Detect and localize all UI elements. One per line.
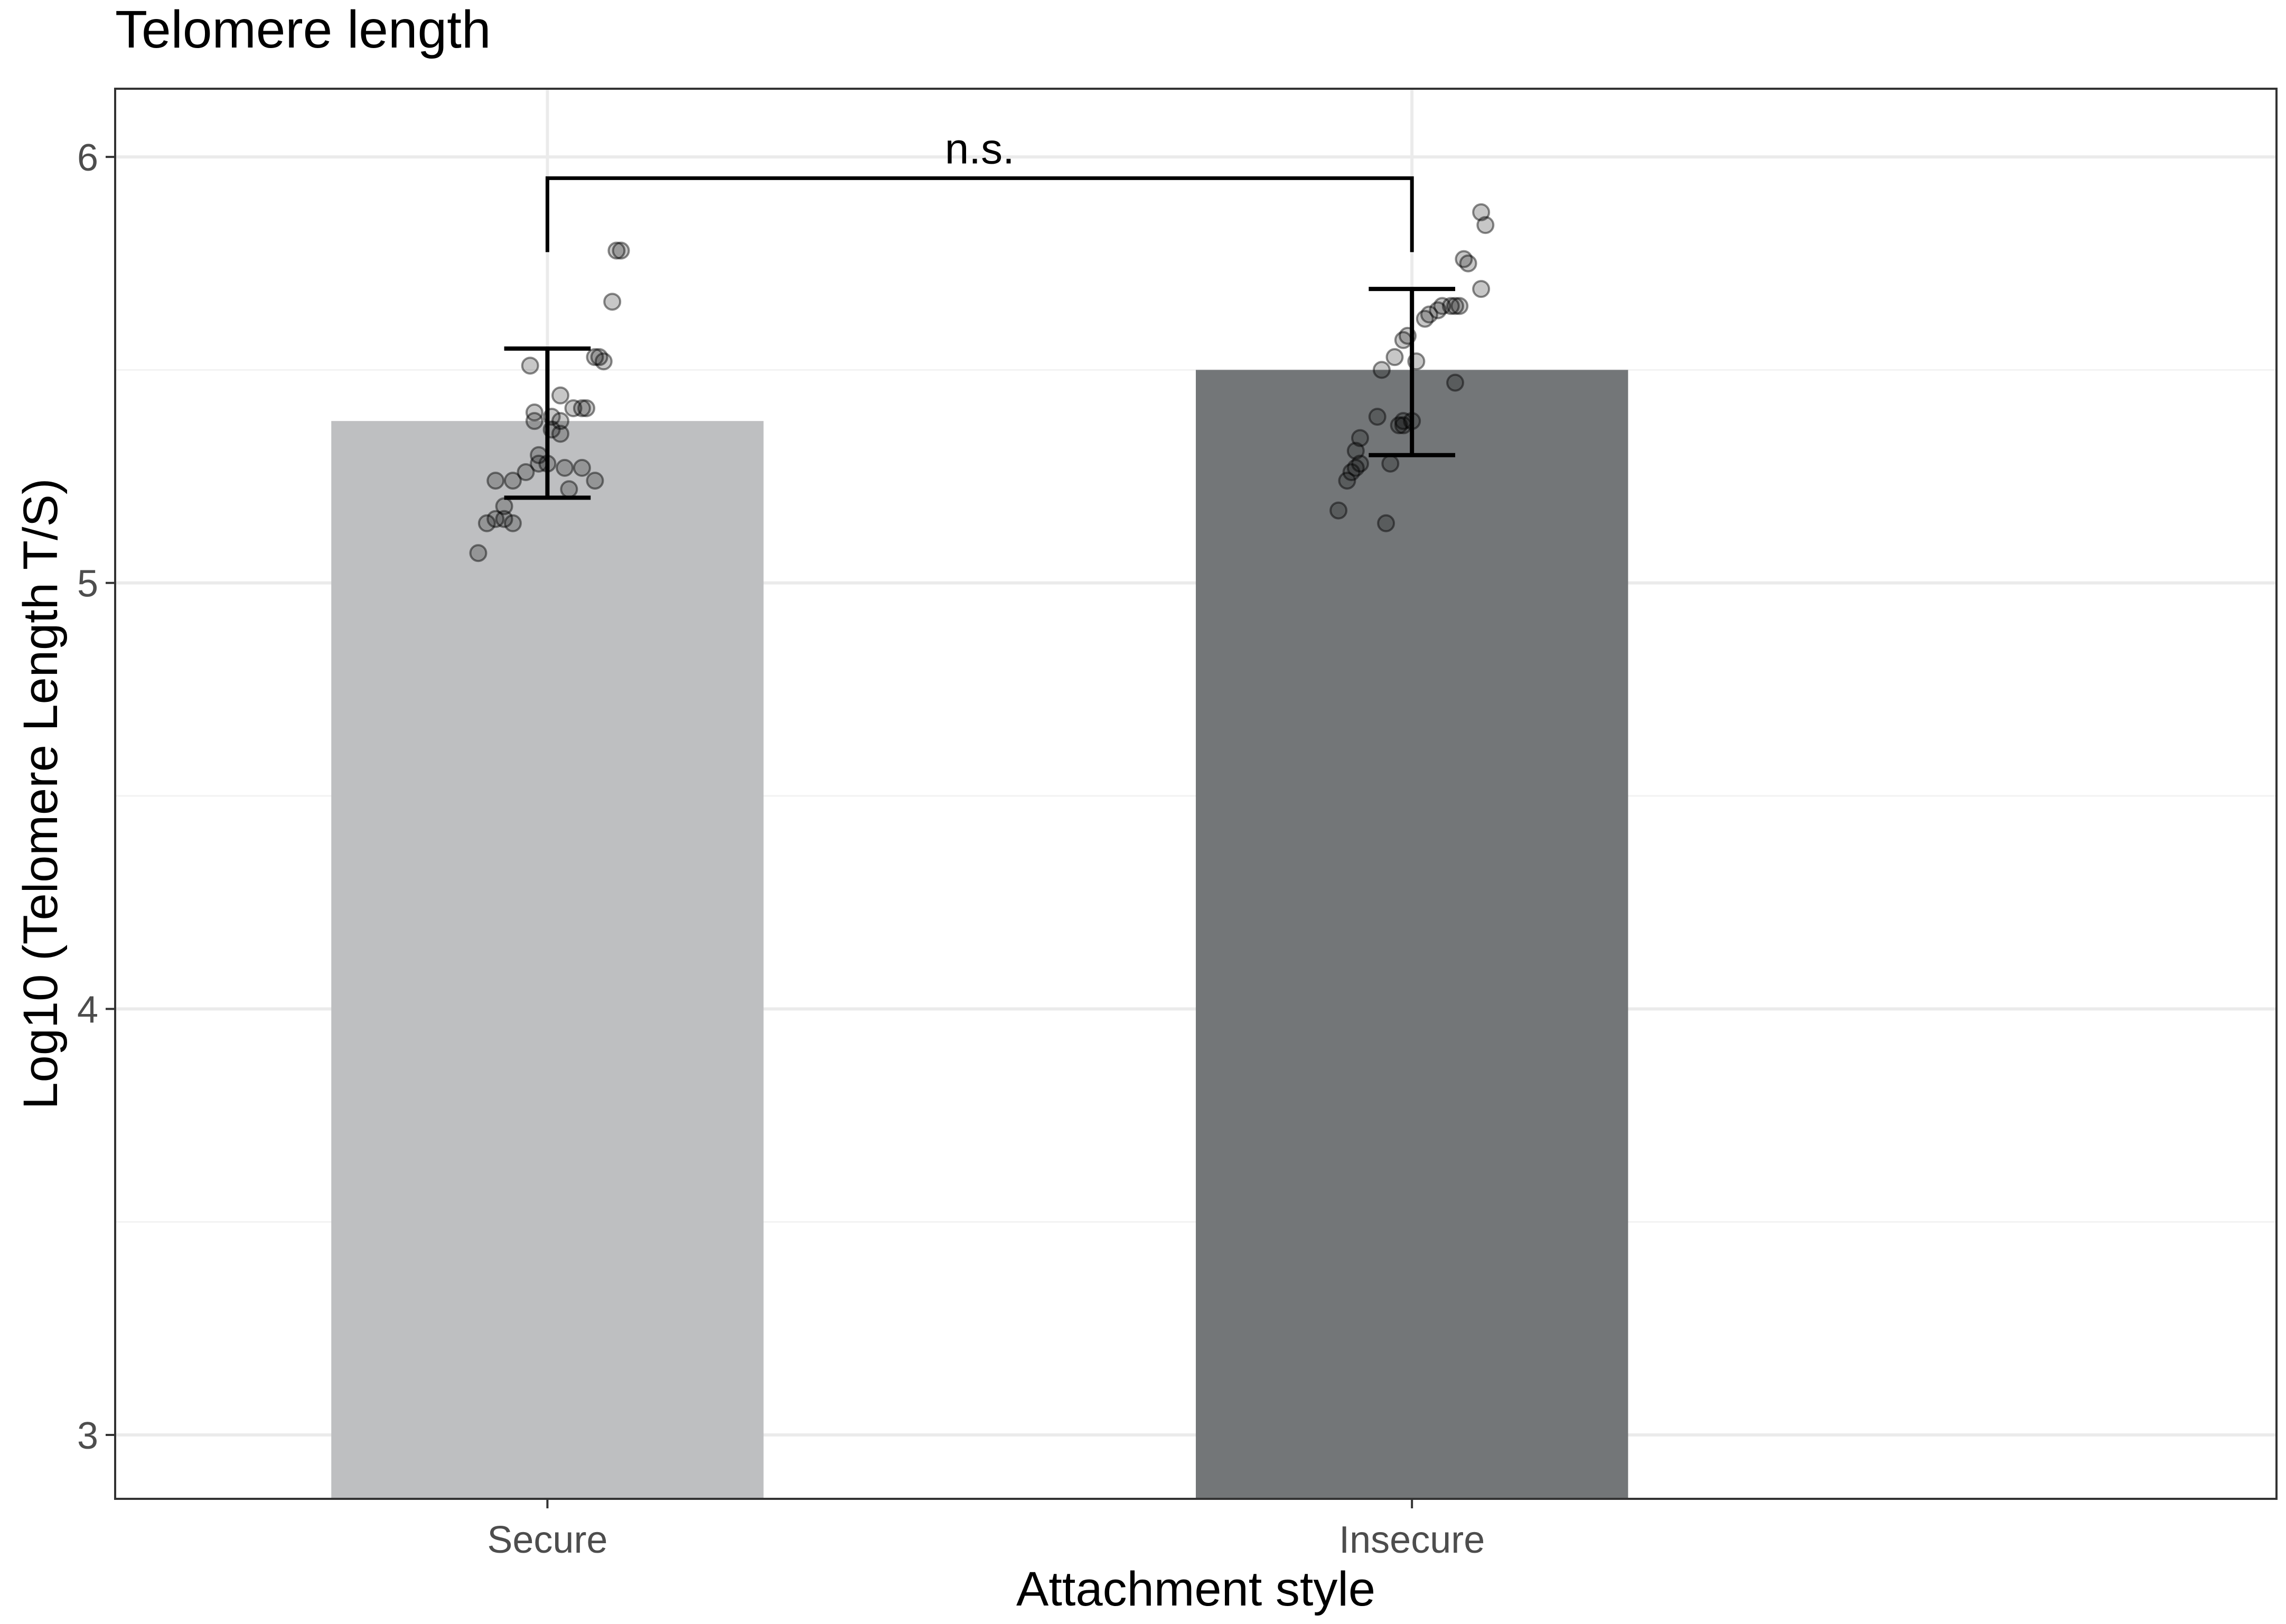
- data-point: [1472, 203, 1491, 221]
- data-point: [1416, 309, 1434, 328]
- data-point: [495, 510, 513, 528]
- error-bars: [504, 287, 1456, 500]
- data-point: [1455, 250, 1473, 268]
- data-point: [564, 399, 583, 417]
- data-point: [521, 356, 539, 375]
- data-point: [594, 352, 613, 371]
- data-point: [1377, 514, 1395, 532]
- y-axis: 3 4 5 6: [77, 137, 115, 1457]
- data-point: [477, 514, 496, 532]
- data-point: [1385, 348, 1404, 367]
- y-axis-title: Log10 (Telomere Length T/S): [14, 478, 68, 1109]
- data-point: [577, 399, 596, 417]
- data-point: [1368, 408, 1386, 426]
- data-point: [603, 293, 622, 311]
- data-point: [1394, 412, 1412, 430]
- data-point: [503, 514, 522, 532]
- data-point: [1429, 301, 1447, 320]
- x-axis: Secure Insecure: [487, 1499, 1485, 1561]
- data-point: [1441, 297, 1460, 315]
- data-point: [486, 510, 505, 528]
- data-point: [525, 403, 544, 422]
- data-point: [590, 348, 608, 367]
- error-bar-insecure: [1369, 287, 1456, 457]
- data-point: [469, 544, 488, 562]
- plot-panel: n.s.: [114, 88, 2278, 1500]
- data-point: [551, 412, 569, 430]
- y-tick-label: 6: [77, 137, 98, 179]
- data-point: [1472, 280, 1491, 298]
- panel-border: [114, 88, 2278, 1500]
- data-point: [1346, 442, 1365, 460]
- data-point: [1390, 416, 1408, 435]
- y-tick-label: 4: [77, 989, 98, 1031]
- y-tick-label: 3: [77, 1415, 98, 1457]
- data-point: [1446, 373, 1465, 392]
- data-point: [586, 472, 604, 490]
- data-point: [1329, 501, 1348, 520]
- data-point: [517, 463, 535, 481]
- chart-title: Telomere length: [115, 0, 491, 59]
- data-point: [586, 348, 604, 367]
- data-point: [1338, 472, 1356, 490]
- data-point: [560, 480, 578, 499]
- data-point: [1346, 458, 1365, 477]
- data-point: [1476, 216, 1495, 234]
- data-point: [1433, 297, 1451, 315]
- data-point: [1420, 305, 1438, 324]
- x-tick-label: Insecure: [1339, 1519, 1485, 1561]
- data-point: [551, 386, 569, 405]
- data-point: [1446, 297, 1465, 315]
- data-point: [486, 472, 505, 490]
- bracket-line: [545, 176, 1414, 252]
- data-point: [530, 446, 548, 464]
- error-bar-secure: [504, 346, 591, 500]
- data-point: [503, 472, 522, 490]
- data-point: [1342, 463, 1361, 481]
- data-point: [551, 425, 569, 443]
- bars: [331, 370, 1628, 1499]
- data-points: [469, 203, 1495, 562]
- y-tick-label: 5: [77, 563, 98, 605]
- data-point: [495, 497, 513, 515]
- data-point: [1450, 297, 1469, 315]
- data-point: [573, 399, 591, 417]
- data-point: [1381, 454, 1400, 473]
- data-point: [1459, 254, 1477, 273]
- significance-label: n.s.: [945, 125, 1015, 173]
- x-axis-title: Attachment style: [1016, 1562, 1375, 1616]
- significance-bracket: n.s.: [545, 125, 1414, 252]
- data-point: [1351, 454, 1369, 473]
- bar-insecure: [1196, 370, 1628, 1499]
- data-point: [607, 241, 626, 260]
- data-point: [573, 458, 591, 477]
- data-point: [1372, 361, 1391, 379]
- data-point: [612, 241, 630, 260]
- bar-secure: [331, 421, 764, 1499]
- data-point: [1351, 429, 1369, 447]
- data-point: [525, 412, 544, 430]
- x-tick-label: Secure: [487, 1519, 607, 1561]
- data-point: [556, 458, 574, 477]
